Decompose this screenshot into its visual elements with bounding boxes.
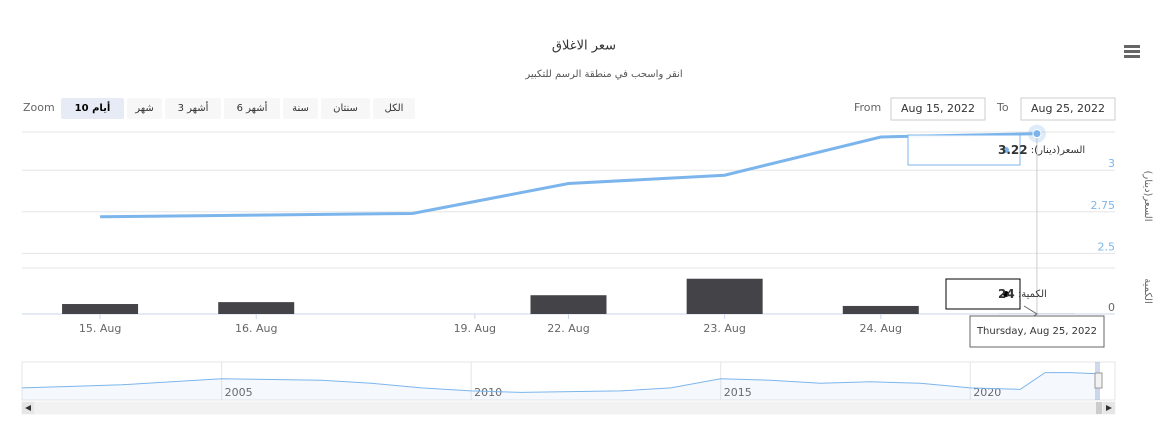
volume-bar [842, 305, 919, 314]
menu-bar [1124, 50, 1140, 53]
y2-tick-label: 0 [1108, 301, 1115, 314]
scrollbar-thumb[interactable] [1096, 402, 1102, 414]
tooltip-value: 24 [998, 287, 1015, 301]
tooltip-text: السعر(دينار): 3.22 [998, 143, 1085, 157]
navigator-line [21, 372, 1101, 393]
to-input[interactable] [1020, 97, 1116, 121]
range-button[interactable] [321, 98, 370, 119]
to-date: Aug 25, 2022 [1031, 102, 1105, 115]
scrollbar-track [21, 401, 1116, 415]
range-button-label: 6 أشهر [237, 101, 268, 114]
tooltip-box [907, 134, 1021, 166]
y-axis-title: السعر(دينار) [1142, 170, 1153, 221]
range-button-label: الكل [385, 103, 404, 114]
date-tooltip-text: Thursday, Aug 25, 2022 [976, 326, 1097, 337]
tooltip-series-name: الكمية [1021, 289, 1047, 300]
from-label: From [854, 101, 881, 114]
tooltip-value: 3.22 [998, 143, 1028, 157]
zoom-label: Zoom [23, 101, 55, 114]
date-tooltip [969, 315, 1105, 348]
x-tick-label: 15. Aug [79, 322, 121, 335]
x-tick-label: 19. Aug [454, 322, 496, 335]
navigator-tick-label: 2020 [973, 386, 1001, 399]
tooltip-colon: : [1015, 289, 1022, 300]
hover-point [1032, 129, 1042, 139]
price-line [100, 132, 1037, 219]
navigator-area [22, 372, 1100, 400]
range-button[interactable] [283, 98, 318, 119]
navigator-tick-label: 2005 [225, 386, 253, 399]
tooltip-dot [1003, 147, 1009, 153]
range-button-label: 10 أيام [75, 101, 111, 114]
volume-bar [62, 304, 139, 314]
range-button[interactable] [373, 98, 415, 119]
navigator-bg [21, 361, 1116, 401]
x-tick-label: 22. Aug [547, 322, 589, 335]
range-button[interactable] [224, 98, 280, 119]
navigator-handle[interactable] [1094, 372, 1103, 389]
from-date: Aug 15, 2022 [901, 102, 975, 115]
tooltip-series-name: السعر(دينار) [1034, 145, 1085, 156]
x-tick-label: 23. Aug [703, 322, 745, 335]
y2-axis-title: الكمية [1142, 278, 1153, 304]
volume-bar [530, 295, 607, 314]
tooltip-text: الكمية: 24 [998, 287, 1047, 301]
tooltip-colon: : [1028, 145, 1035, 156]
navigator-tick-label: 2015 [724, 386, 752, 399]
volume-bar [686, 278, 763, 314]
tooltip-dot [1003, 291, 1009, 297]
chart-title: سعر الاغلاق [552, 39, 616, 54]
range-button-label: شهر [134, 103, 154, 114]
menu-icon[interactable] [1124, 45, 1140, 58]
y-tick-label: 3 [1108, 157, 1115, 170]
range-button[interactable] [127, 98, 162, 119]
volume-bar [218, 302, 295, 314]
menu-bar [1124, 55, 1140, 58]
navigator-tick-label: 2010 [474, 386, 502, 399]
from-input[interactable] [890, 97, 986, 121]
range-button-label: 3 أشهر [178, 101, 209, 114]
range-button-label: سنتان [333, 103, 358, 114]
to-label: To [996, 101, 1009, 114]
x-tick-label: 24. Aug [860, 322, 902, 335]
chart-subtitle: انقر واسحب في منطقة الرسم للتكبير [524, 69, 682, 80]
y-tick-label: 2.5 [1098, 240, 1116, 253]
range-button-label: سنة [292, 103, 309, 114]
y-tick-label: 2.75 [1091, 199, 1116, 212]
range-button[interactable] [61, 98, 124, 119]
scrollbar-arrow [25, 405, 31, 411]
range-button[interactable] [165, 98, 221, 119]
scrollbar-arrow [1106, 405, 1112, 411]
menu-bar [1124, 45, 1140, 48]
x-tick-label: 16. Aug [235, 322, 277, 335]
